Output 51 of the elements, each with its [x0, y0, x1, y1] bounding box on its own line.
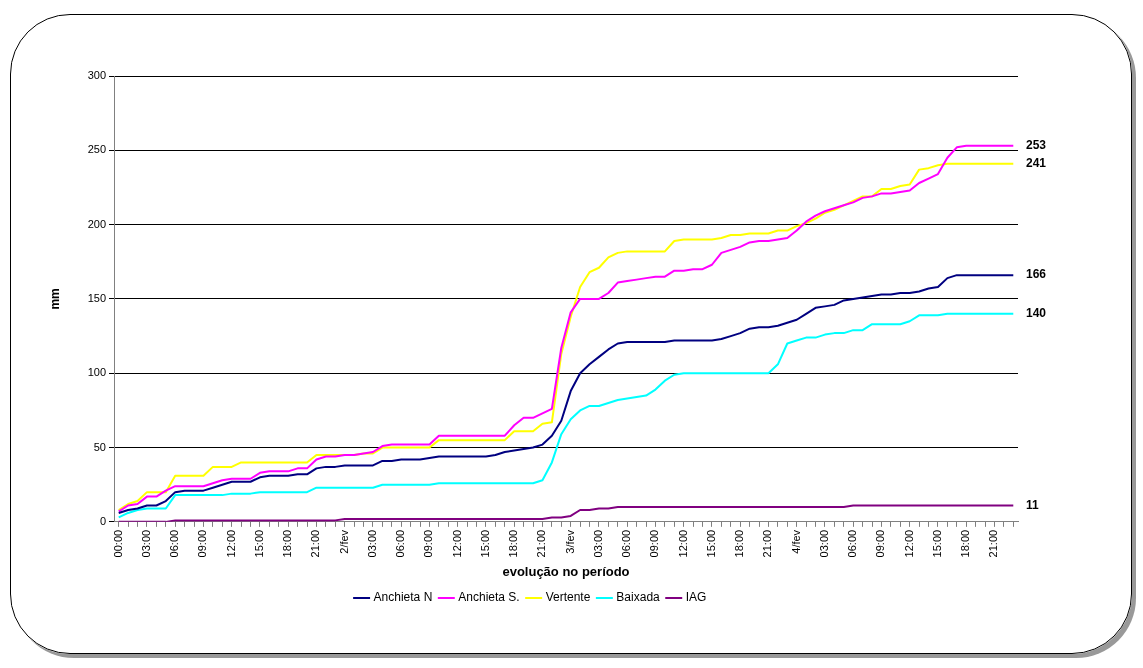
- x-tick-label: 15:00: [252, 529, 265, 558]
- x-tick-label: 15:00: [704, 529, 717, 558]
- y-tick-label: 100: [87, 366, 106, 379]
- data-label: 253: [1026, 138, 1047, 153]
- y-tick-label: 50: [93, 440, 106, 453]
- x-tick-label: 09:00: [422, 529, 435, 558]
- x-tick-label: 06:00: [846, 529, 859, 558]
- y-tick-label: 300: [87, 69, 106, 82]
- x-tick-label: 12:00: [450, 529, 463, 558]
- legend-label: Vertente: [545, 590, 591, 605]
- x-tick-label: 3/fev: [563, 529, 576, 554]
- data-label: 166: [1026, 267, 1047, 282]
- x-tick-label: 00:00: [111, 529, 124, 558]
- x-tick-label: 21:00: [535, 529, 548, 558]
- x-tick-label: 09:00: [874, 529, 887, 558]
- x-tick-label: 18:00: [281, 529, 294, 558]
- x-tick-label: 15:00: [478, 529, 491, 558]
- x-tick-label: 12:00: [902, 529, 915, 558]
- x-tick-label: 2/fev: [337, 529, 350, 554]
- y-tick-label: 250: [87, 143, 106, 156]
- x-tick-label: 03:00: [817, 529, 830, 558]
- x-tick-label: 06:00: [394, 529, 407, 558]
- x-tick-label: 4/fev: [789, 529, 802, 554]
- x-tick-label: 09:00: [196, 529, 209, 558]
- x-tick-label: 09:00: [648, 529, 661, 558]
- y-tick-label: 0: [99, 514, 106, 527]
- data-label: 241: [1026, 156, 1047, 170]
- x-tick-label: 18:00: [733, 529, 746, 558]
- x-tick-label: 18:00: [507, 529, 520, 558]
- x-tick-label: 03:00: [365, 529, 378, 558]
- x-tick-label: 03:00: [139, 529, 152, 558]
- y-axis-title: mm: [47, 288, 62, 310]
- x-tick-label: 18:00: [959, 529, 972, 558]
- x-tick-label: 03:00: [591, 529, 604, 558]
- x-tick-label: 12:00: [676, 529, 689, 558]
- x-tick-label: 06:00: [168, 529, 181, 558]
- legend-label: Anchieta N: [373, 590, 433, 605]
- y-tick-label: 150: [87, 291, 106, 304]
- legend-label: Anchieta S.: [458, 590, 520, 605]
- x-tick-label: 21:00: [309, 529, 322, 558]
- legend-label: IAG: [685, 590, 707, 605]
- x-tick-label: 15:00: [930, 529, 943, 558]
- x-tick-label: 12:00: [224, 529, 237, 558]
- data-label: 11: [1026, 497, 1040, 512]
- legend-label: Baixada: [616, 590, 661, 605]
- x-tick-label: 06:00: [620, 529, 633, 558]
- x-tick-label: 21:00: [761, 529, 774, 558]
- x-tick-label: 21:00: [987, 529, 1000, 558]
- data-label: 140: [1026, 306, 1047, 321]
- y-tick-label: 200: [87, 217, 106, 230]
- x-axis-title: evolução no período: [502, 563, 630, 579]
